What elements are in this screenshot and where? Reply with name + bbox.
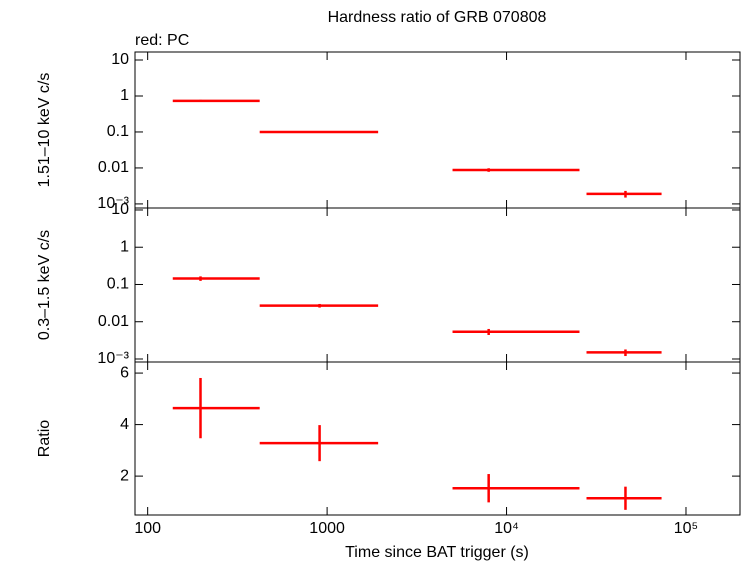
y-tick-label: 10 bbox=[111, 51, 129, 68]
y-tick-label: 10⁻³ bbox=[97, 195, 129, 212]
chart-title: Hardness ratio of GRB 070808 bbox=[328, 9, 547, 26]
y-tick-label: 1 bbox=[120, 87, 129, 104]
y-tick-label: 6 bbox=[120, 364, 129, 381]
x-tick-label: 10⁴ bbox=[494, 520, 519, 537]
plot-frame bbox=[134, 51, 741, 209]
y-tick-label: 4 bbox=[120, 416, 129, 433]
y-axis-label: 0.3–1.5 keV c/s bbox=[36, 230, 53, 340]
plot-frame bbox=[134, 207, 741, 363]
x-tick-label: 1000 bbox=[309, 520, 345, 537]
y-tick-label: 0.01 bbox=[98, 313, 129, 330]
x-tick-label: 10⁵ bbox=[674, 520, 698, 537]
y-tick-label: 2 bbox=[120, 467, 129, 484]
annotation: red: PC bbox=[135, 32, 189, 49]
y-tick-label: 0.1 bbox=[107, 123, 129, 140]
y-axis-label: 1.51–10 keV c/s bbox=[36, 73, 53, 188]
x-tick-label: 100 bbox=[134, 520, 161, 537]
y-axis-label: Ratio bbox=[36, 420, 53, 457]
plot-frame bbox=[134, 361, 741, 516]
y-tick-label: 10 bbox=[111, 201, 129, 218]
y-tick-label: 10⁻³ bbox=[97, 350, 129, 367]
y-tick-label: 0.1 bbox=[107, 276, 129, 293]
x-axis-label: Time since BAT trigger (s) bbox=[345, 544, 529, 561]
y-tick-label: 1 bbox=[120, 238, 129, 255]
y-tick-label: 0.01 bbox=[98, 159, 129, 176]
